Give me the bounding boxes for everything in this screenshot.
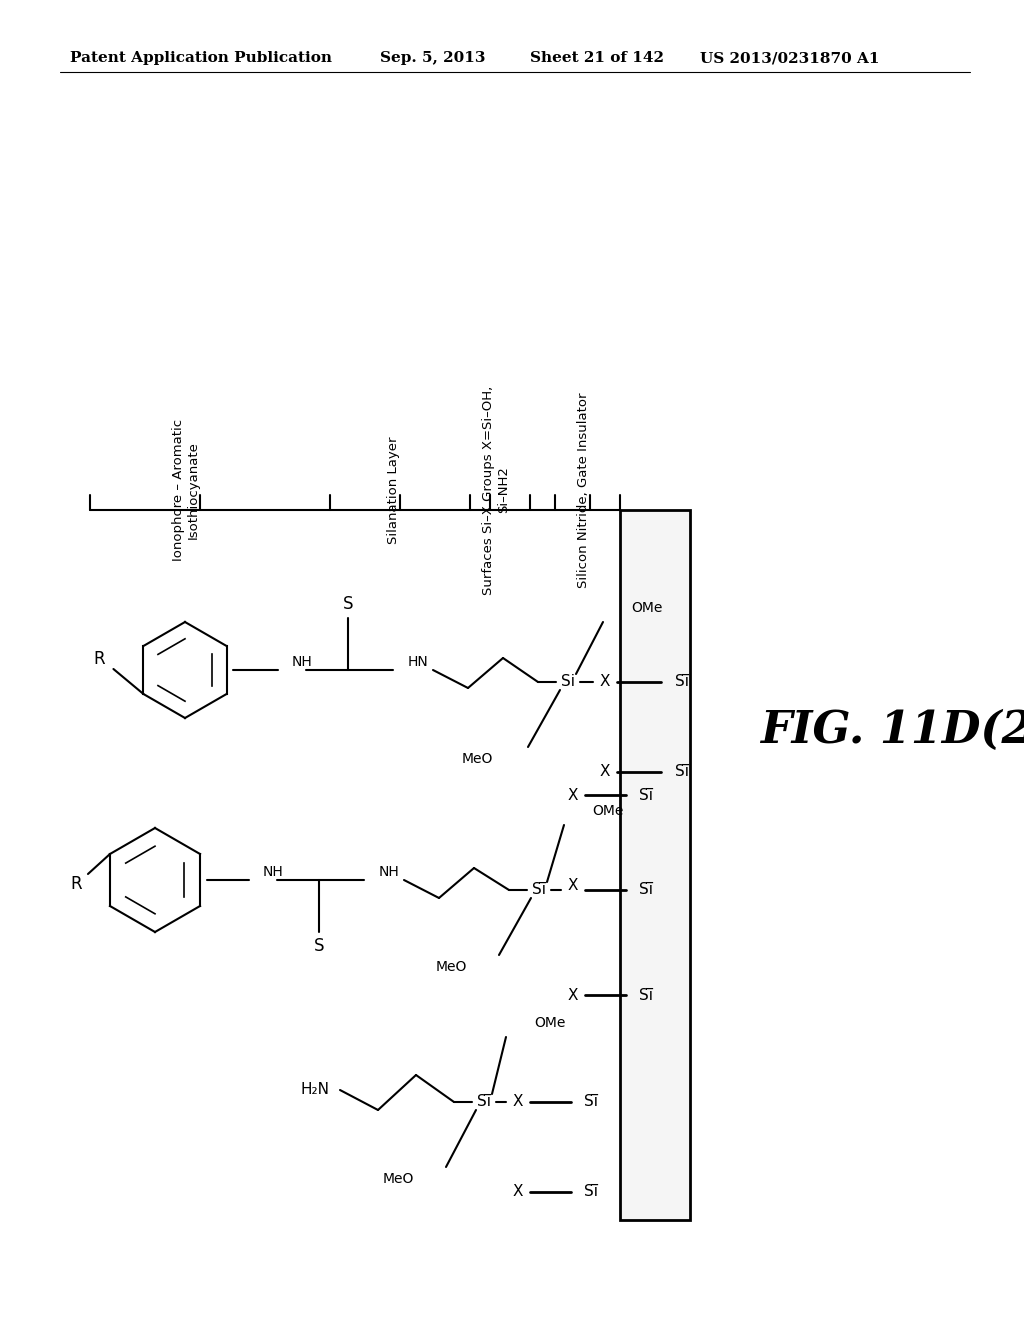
Text: Si̅: Si̅ xyxy=(532,883,546,898)
Text: MeO: MeO xyxy=(435,960,467,974)
Text: X: X xyxy=(600,764,610,780)
Text: NH: NH xyxy=(379,865,399,879)
Text: X: X xyxy=(567,788,579,803)
Text: X: X xyxy=(600,675,610,689)
Text: S: S xyxy=(343,595,353,612)
Text: H₂N: H₂N xyxy=(301,1082,330,1097)
Text: R: R xyxy=(71,875,82,894)
Text: Sheet 21 of 142: Sheet 21 of 142 xyxy=(530,51,664,65)
Text: X: X xyxy=(513,1094,523,1110)
Text: Silicon Nitride, Gate Insulator: Silicon Nitride, Gate Insulator xyxy=(577,392,590,587)
Text: FIG. 11D(2): FIG. 11D(2) xyxy=(760,709,1024,751)
Text: OMe: OMe xyxy=(631,601,663,615)
Text: Si̅: Si̅ xyxy=(584,1184,598,1200)
Text: Si̅: Si̅ xyxy=(639,883,653,898)
Text: US 2013/0231870 A1: US 2013/0231870 A1 xyxy=(700,51,880,65)
Text: Si̅: Si̅ xyxy=(675,764,689,780)
Text: X: X xyxy=(513,1184,523,1200)
Text: Surfaces Si–X Groups X=Si–OH,
Si–NH2: Surfaces Si–X Groups X=Si–OH, Si–NH2 xyxy=(482,385,510,594)
Text: MeO: MeO xyxy=(383,1172,414,1185)
Text: MeO: MeO xyxy=(462,752,493,766)
Text: Si̅: Si̅ xyxy=(639,788,653,803)
Text: OMe: OMe xyxy=(534,1016,565,1030)
Text: Si̅: Si̅ xyxy=(639,987,653,1002)
Text: Si: Si xyxy=(561,675,575,689)
Text: OMe: OMe xyxy=(592,804,624,818)
Text: Si̅: Si̅ xyxy=(584,1094,598,1110)
Text: NH: NH xyxy=(263,865,284,879)
Text: Patent Application Publication: Patent Application Publication xyxy=(70,51,332,65)
Text: HN: HN xyxy=(408,655,429,669)
Text: R: R xyxy=(93,649,105,668)
Text: Silanation Layer: Silanation Layer xyxy=(387,436,400,544)
Text: X: X xyxy=(567,878,579,892)
Text: Sep. 5, 2013: Sep. 5, 2013 xyxy=(380,51,485,65)
Text: S: S xyxy=(313,937,325,954)
Text: Si̅: Si̅ xyxy=(675,675,689,689)
Text: X: X xyxy=(567,987,579,1002)
Text: Ionophore – Aromatic
Isothiocyanate: Ionophore – Aromatic Isothiocyanate xyxy=(172,418,200,561)
Text: Si̅: Si̅ xyxy=(477,1094,490,1110)
Bar xyxy=(620,510,690,1220)
Text: NH: NH xyxy=(292,655,312,669)
